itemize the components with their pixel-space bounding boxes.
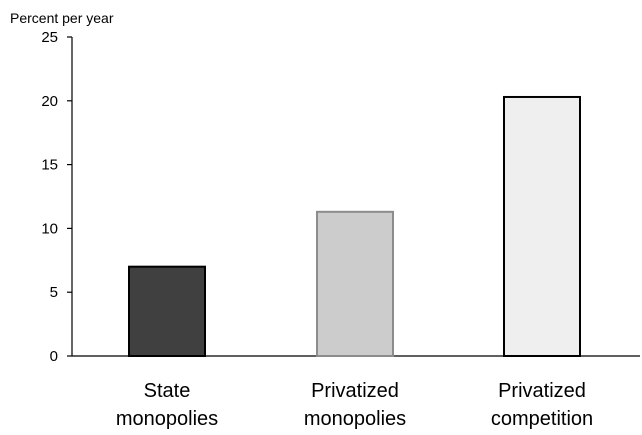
y-tick-label: 5 — [50, 284, 58, 301]
category-label: State monopolies — [116, 380, 218, 430]
bar — [128, 265, 206, 357]
category-label-line: monopolies — [304, 408, 406, 430]
category-label-line: Privatized — [311, 380, 399, 402]
y-axis-unit-label: Percent per year — [10, 10, 114, 26]
category-label-line: State — [144, 380, 191, 402]
category-label-line: competition — [491, 408, 593, 430]
category-label: Privatized competition — [491, 380, 593, 430]
category-label: Privatized monopolies — [304, 380, 406, 430]
category-label-line: monopolies — [116, 408, 218, 430]
bar — [503, 95, 581, 358]
y-tick-label: 25 — [41, 29, 58, 46]
bars — [128, 95, 581, 358]
y-tick-label: 10 — [41, 220, 58, 237]
y-tick-label: 0 — [50, 348, 58, 365]
category-label-line: Privatized — [498, 380, 586, 402]
y-tick-label: 20 — [41, 93, 58, 110]
y-tick-labels: 0 5 10 15 20 25 — [41, 29, 58, 365]
y-tick-label: 15 — [41, 157, 58, 174]
bar — [316, 210, 394, 357]
